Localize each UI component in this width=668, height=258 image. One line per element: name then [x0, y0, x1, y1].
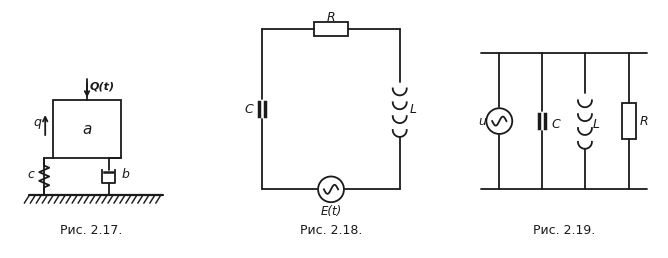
Text: a: a [82, 122, 92, 136]
Text: Рис. 2.19.: Рис. 2.19. [533, 224, 595, 237]
Text: Рис. 2.18.: Рис. 2.18. [300, 224, 362, 237]
Text: q: q [33, 116, 41, 128]
Bar [314, 22, 348, 36]
Text: b: b [122, 168, 130, 181]
Text: E(t): E(t) [321, 205, 341, 218]
Text: C: C [244, 103, 253, 116]
Text: L: L [409, 103, 417, 116]
Text: C: C [551, 118, 560, 131]
Text: R: R [640, 115, 649, 128]
Text: u: u [478, 115, 486, 128]
Text: Q(t): Q(t) [90, 82, 115, 92]
Text: L: L [593, 118, 600, 131]
Bar [622, 103, 636, 139]
Text: c: c [28, 168, 35, 181]
Bar [53, 100, 121, 158]
Text: R: R [327, 11, 335, 24]
Text: Рис. 2.17.: Рис. 2.17. [60, 224, 122, 237]
